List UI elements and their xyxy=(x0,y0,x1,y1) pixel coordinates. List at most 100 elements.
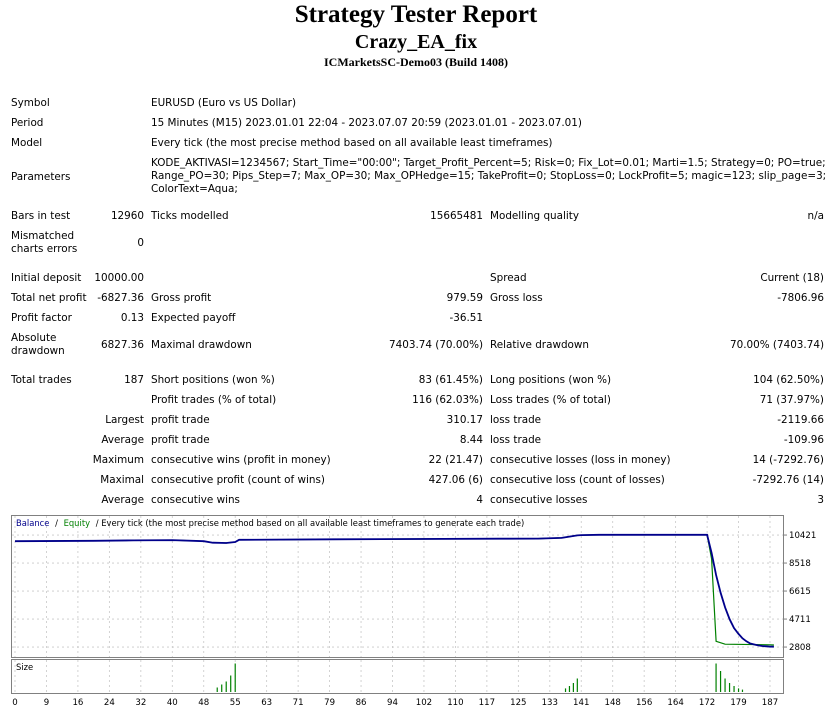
x-tick-label: 79 xyxy=(324,698,335,708)
legend-model: / Every tick (the most precise method ba… xyxy=(96,518,525,528)
maximal-label: Maximal xyxy=(100,474,144,486)
x-tick-label: 156 xyxy=(636,698,652,708)
x-tick-label: 32 xyxy=(135,698,146,708)
gross-loss-value: -7806.96 xyxy=(777,292,824,304)
avg-losses-label: consecutive losses xyxy=(490,494,588,506)
ticks-label: Ticks modelled xyxy=(151,210,229,222)
parameters-label: Parameters xyxy=(11,171,71,183)
x-tick-label: 102 xyxy=(416,698,432,708)
x-tick-label: 63 xyxy=(261,698,272,708)
x-axis: 0 9 16 24 32 40 48 55 63 71 79 86 94 102 110 117 125 133 1… xyxy=(12,698,778,708)
parameters-line-3: ColorText=Aqua; xyxy=(151,183,238,195)
model-value: Every tick (the most precise method base… xyxy=(151,137,553,149)
legend-balance: Balance xyxy=(16,518,49,528)
largest-loss-value: -2119.66 xyxy=(777,414,824,426)
loss-trades-label: Loss trades (% of total) xyxy=(490,394,611,406)
avg-wins-label: consecutive wins xyxy=(151,494,240,506)
mismatch-value: 0 xyxy=(137,237,144,249)
cons-profit-count-label: consecutive profit (count of wins) xyxy=(151,474,325,486)
model-label: Model xyxy=(11,137,43,149)
price-pane xyxy=(11,515,784,658)
expected-payoff-label: Expected payoff xyxy=(151,312,236,324)
total-trades-value: 187 xyxy=(124,374,144,386)
absolute-drawdown-label: Absolute xyxy=(11,332,57,344)
bars-value: 12960 xyxy=(110,210,144,222)
relative-drawdown-label: Relative drawdown xyxy=(490,339,589,351)
legend-sep: / xyxy=(55,518,58,528)
x-tick-label: 125 xyxy=(510,698,526,708)
largest-profit-label: profit trade xyxy=(151,414,210,426)
report-title: Strategy Tester Report xyxy=(294,1,538,28)
short-positions-value: 83 (61.45%) xyxy=(418,374,483,386)
x-tick-label: 117 xyxy=(479,698,495,708)
legend-equity: Equity xyxy=(64,518,91,528)
y-tick-label: 2808 xyxy=(789,643,811,653)
x-tick-label: 187 xyxy=(762,698,778,708)
ticks-value: 15665481 xyxy=(430,210,483,222)
average-loss-label: loss trade xyxy=(490,434,542,446)
spread-label: Spread xyxy=(490,272,527,284)
x-tick-label: 40 xyxy=(167,698,178,708)
y-tick-label: 10421 xyxy=(789,531,816,541)
parameters-line-2: Range_PO=30; Pips_Step=7; Max_OP=30; Max… xyxy=(151,170,827,182)
period-value: 15 Minutes (M15) 2023.01.01 22:04 - 2023… xyxy=(151,117,582,129)
profit-trades-label: Profit trades (% of total) xyxy=(151,394,277,406)
avg-wins-value: 4 xyxy=(476,494,483,506)
x-tick-label: 86 xyxy=(356,698,367,708)
symbol-value: EURUSD (Euro vs US Dollar) xyxy=(151,97,296,109)
period-label: Period xyxy=(11,117,44,129)
quality-label: Modelling quality xyxy=(490,210,580,222)
ea-name: Crazy_EA_fix xyxy=(354,31,478,53)
server-name: ICMarketsSC-Demo03 (Build 1408) xyxy=(324,55,508,69)
mismatch-label: Mismatched xyxy=(11,230,75,242)
cons-wins-money-label: consecutive wins (profit in money) xyxy=(151,454,331,466)
balance-line xyxy=(14,533,774,648)
largest-loss-label: loss trade xyxy=(490,414,542,426)
x-tick-label: 164 xyxy=(667,698,683,708)
cons-wins-money-value: 22 (21.47) xyxy=(428,454,483,466)
deposit-label: Initial deposit xyxy=(11,272,82,284)
net-label: Total net profit xyxy=(11,292,87,304)
loss-trades-value: 71 (37.97%) xyxy=(759,394,824,406)
gross-profit-label: Gross profit xyxy=(151,292,212,304)
x-tick-label: 148 xyxy=(605,698,621,708)
cons-loss-count-label: consecutive loss (count of losses) xyxy=(490,474,665,486)
cons-losses-money-label: consecutive losses (loss in money) xyxy=(490,454,671,466)
series-lines xyxy=(14,533,774,648)
x-tick-label: 9 xyxy=(44,698,49,708)
long-positions-label: Long positions (won %) xyxy=(490,374,612,386)
cons-losses-money-value: 14 (-7292.76) xyxy=(752,454,824,466)
cons-profit-count-value: 427.06 (6) xyxy=(428,474,483,486)
symbol-label: Symbol xyxy=(11,97,50,109)
x-tick-label: 179 xyxy=(730,698,746,708)
y-tick-label: 4711 xyxy=(789,615,811,625)
profit-factor-value: 0.13 xyxy=(120,312,144,324)
long-positions-value: 104 (62.50%) xyxy=(753,374,824,386)
net-value: -6827.36 xyxy=(97,292,144,304)
short-positions-label: Short positions (won %) xyxy=(151,374,275,386)
average-label: Average xyxy=(101,434,144,446)
y-axis: 10421 8518 6615 4711 2808 xyxy=(783,531,816,653)
balance-chart: 10421 8518 6615 4711 2808 0 9 16 24 32 40 48 55 63 71… xyxy=(0,512,832,712)
gross-profit-value: 979.59 xyxy=(446,292,483,304)
maximum-label: Maximum xyxy=(92,454,144,466)
profit-factor-label: Profit factor xyxy=(11,312,72,324)
average-loss-value: -109.96 xyxy=(783,434,824,446)
x-tick-label: 110 xyxy=(447,698,463,708)
deposit-value: 10000.00 xyxy=(94,272,144,284)
total-trades-label: Total trades xyxy=(11,374,72,386)
absolute-drawdown-label-2: drawdown xyxy=(11,345,65,357)
bars-label: Bars in test xyxy=(11,210,71,222)
x-tick-label: 94 xyxy=(387,698,398,708)
mismatch-label-2: charts errors xyxy=(11,243,78,255)
avg-losses-value: 3 xyxy=(817,494,824,506)
cons-loss-count-value: -7292.76 (14) xyxy=(752,474,824,486)
expected-payoff-value: -36.51 xyxy=(449,312,484,324)
size-pane xyxy=(11,659,784,694)
x-tick-label: 48 xyxy=(198,698,209,708)
y-tick-label: 6615 xyxy=(789,587,811,597)
maximal-drawdown-value: 7403.74 (70.00%) xyxy=(389,339,483,351)
relative-drawdown-value: 70.00% (7403.74) xyxy=(730,339,824,351)
average-profit-label: profit trade xyxy=(151,434,210,446)
spread-value: Current (18) xyxy=(760,272,824,284)
